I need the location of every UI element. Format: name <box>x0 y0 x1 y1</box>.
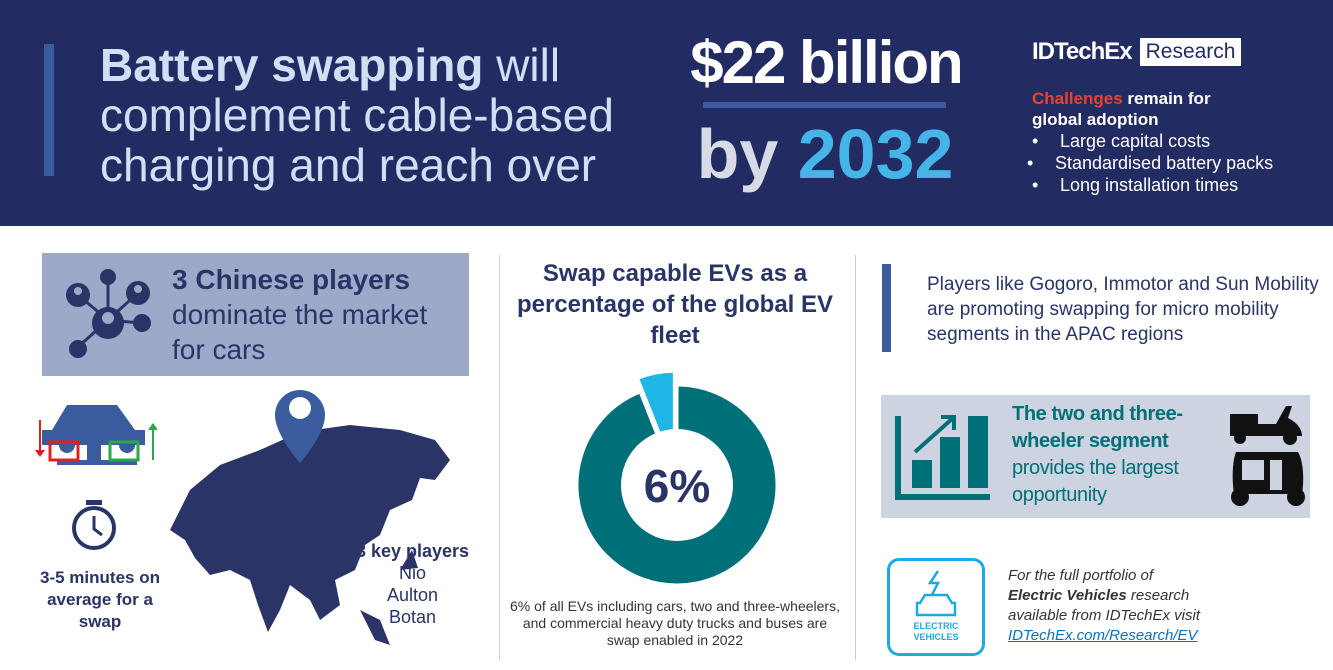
growth-chart-icon <box>895 415 990 500</box>
electric-vehicles-badge[interactable]: ELECTRIC VEHICLES <box>887 558 985 656</box>
location-pin-icon <box>275 390 325 463</box>
swap-time: 3-5 minutes on average for a swap <box>40 568 160 631</box>
portfolio-line: For the full portfolio of <box>1008 567 1154 584</box>
challenges-title: Challenges remain for global adoption <box>1032 88 1242 130</box>
year-value: 2032 <box>797 115 954 193</box>
chart-note: 6% of all EVs including cars, two and th… <box>510 598 840 648</box>
two-rest: provides the largest opportunity <box>1012 457 1179 506</box>
challenge-item: Large capital costs <box>1032 130 1273 152</box>
network-people-icon <box>66 269 151 358</box>
players-bold: 3 Chinese players <box>172 264 411 295</box>
battery-swap-station-icon <box>35 405 157 465</box>
market-amount: $22 billion <box>690 29 963 96</box>
amount-divider <box>703 102 946 108</box>
challenges-list: Large capital costs Standardised battery… <box>1032 130 1273 196</box>
portfolio-text: For the full portfolio of Electric Vehic… <box>1008 566 1200 646</box>
key-players-title: 3 key players <box>355 541 470 561</box>
players-rest: dominate the market for cars <box>172 299 428 365</box>
challenges-rest: remain for global adoption <box>1032 89 1211 129</box>
donut-hole <box>621 429 733 541</box>
asia-map <box>170 390 450 645</box>
chart-title: Swap capable EVs as a percentage of the … <box>516 260 834 349</box>
year-prefix: by <box>696 115 798 193</box>
key-player: Aulton <box>386 585 439 605</box>
scooter-rickshaw-icon <box>1230 406 1305 506</box>
portfolio-bold: Electric Vehicles <box>1008 587 1127 604</box>
headline-bold: Battery swapping <box>100 39 484 91</box>
target-year: by 2032 <box>684 114 966 194</box>
ev-badge-label: ELECTRIC VEHICLES <box>913 621 959 642</box>
donut-center-label: 6% <box>644 460 710 512</box>
two-bold: The two and three-wheeler segment <box>1012 403 1183 452</box>
column-divider <box>499 255 500 660</box>
two-three-wheeler-text: The two and three-wheeler segment provide… <box>1012 401 1227 509</box>
headline-rest: will complement cable-based charging and… <box>100 39 614 191</box>
challenge-item: Long installation times <box>1032 174 1273 196</box>
donut-chart: 6% <box>575 369 779 587</box>
portfolio-line: research <box>1126 587 1190 604</box>
challenge-item: Standardised battery packs <box>1027 152 1273 174</box>
challenges-red: Challenges <box>1032 89 1123 108</box>
players-text: 3 Chinese players dominate the market for… <box>172 262 457 367</box>
key-player: Botan <box>388 607 437 627</box>
column-divider <box>855 255 856 660</box>
stopwatch-icon <box>72 500 116 550</box>
portfolio-line: available from IDTechEx visit <box>1008 607 1201 624</box>
idtechex-logo: IDTechEx Research <box>1032 38 1242 66</box>
challenges-panel: Challenges remain for global adoption La… <box>1032 88 1273 196</box>
headline: Battery swapping will complement cable-b… <box>100 40 665 190</box>
accent-bar <box>882 264 891 352</box>
logo-research: Research <box>1139 38 1242 66</box>
micro-mobility-text: Players like Gogoro, Immotor and Sun Mob… <box>927 274 1319 345</box>
key-player: Nio <box>398 563 426 583</box>
electric-car-icon <box>915 570 957 617</box>
key-players: 3 key players Nio Aulton Botan <box>355 540 470 628</box>
accent-bar <box>44 44 54 176</box>
logo-brand: IDTechEx <box>1032 38 1133 65</box>
research-link[interactable]: IDTechEx.com/Research/EV <box>1008 627 1198 644</box>
